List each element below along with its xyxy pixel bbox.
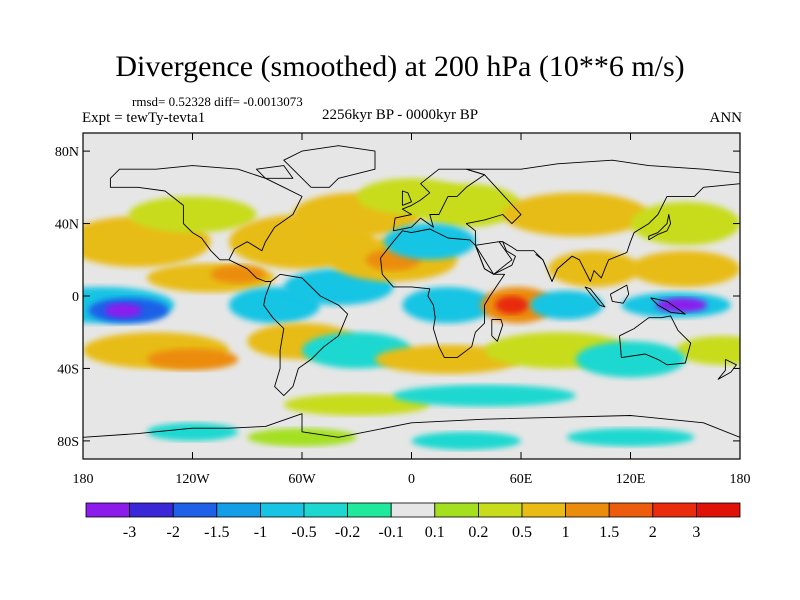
colorbar-label: -0.1 (379, 524, 404, 541)
colorbar-swatch (259, 502, 305, 518)
season-text: ANN (709, 110, 743, 126)
colorbar-label: 1 (562, 524, 570, 541)
colorbar-swatch (608, 502, 654, 518)
coastline-australia (619, 315, 692, 366)
colorbar-swatch (303, 502, 348, 518)
colorbar-swatch (652, 502, 697, 518)
field-blob (630, 250, 740, 287)
colorbar-label: -3 (123, 524, 136, 541)
field-blob (384, 223, 476, 260)
colorbar-label: 3 (692, 524, 700, 541)
field-blob (502, 192, 649, 237)
field-blob (656, 297, 708, 313)
field-blob (104, 303, 142, 318)
coastline-arabia (475, 241, 516, 275)
colorbar-swatch (172, 502, 218, 518)
colorbar-label: -2 (167, 524, 180, 541)
coastline-central-america (228, 259, 271, 282)
colorbar: -3 -2 -1.5 -1 -0.5 -0.2 -0.1 0.1 0.2 0.5 1 1.5 2 3 (85, 502, 741, 541)
coastline-uk (401, 190, 412, 206)
x-tick-label: 60E (510, 472, 533, 487)
field-blob (393, 384, 576, 407)
coastline-africa (380, 228, 506, 359)
colorbar-swatch (216, 502, 261, 518)
colorbar-swatch (129, 502, 174, 518)
colorbar-label: 0.5 (512, 524, 532, 541)
colorbar-swatch (565, 502, 610, 518)
x-tick-label: 180 (730, 472, 751, 487)
colorbar-label: -0.5 (291, 524, 316, 541)
colorbar-swatch (434, 502, 479, 518)
y-tick-label: 40N (55, 218, 79, 233)
colorbar-swatch (521, 502, 566, 518)
y-axis-ticks: 80N 40N 0 40S 80S (55, 145, 740, 450)
field-blob (375, 344, 521, 374)
period-text: 2256kyr BP - 0000kyr BP (322, 107, 479, 123)
coastline-new-zealand (717, 358, 737, 380)
y-tick-label: 80S (57, 435, 79, 450)
x-tick-label: 120W (175, 472, 210, 487)
y-tick-label: 40S (57, 362, 79, 377)
experiment-text: Expt = tewTy-tevta1 (82, 110, 206, 126)
y-tick-label: 0 (72, 290, 79, 305)
field-blob (128, 196, 257, 233)
colorbar-swatch (347, 502, 392, 518)
field-blob (146, 348, 239, 371)
colorbar-swatch (477, 502, 523, 518)
field-blob (575, 341, 686, 378)
field-blob (411, 431, 521, 450)
colorbar-swatch (85, 502, 130, 518)
map-area (82, 132, 741, 460)
coastline-new-guinea (650, 297, 686, 315)
coastline-asia (465, 159, 740, 282)
coastline-greenland (283, 145, 376, 188)
coastline-antarctica (83, 413, 740, 438)
coastline-baffin (255, 165, 294, 179)
x-tick-label: 0 (408, 472, 415, 487)
x-axis-ticks: 180 120W 60W 0 60E 120E 180 (73, 133, 751, 487)
field-blob (548, 250, 640, 287)
coastline-south-america (263, 273, 349, 397)
coastline-madagascar (491, 319, 504, 342)
field-blob (283, 393, 430, 416)
x-tick-label: 180 (73, 472, 94, 487)
coastlines (83, 145, 740, 438)
divergence-field (83, 178, 740, 450)
colorbar-label: -1 (254, 524, 267, 541)
field-blob (247, 428, 357, 447)
field-blob (530, 290, 604, 320)
coastline-india (535, 253, 573, 282)
y-tick-label: 80N (55, 145, 79, 160)
field-blob (566, 428, 695, 447)
field-blob (210, 265, 266, 284)
colorbar-label: 0.1 (425, 524, 445, 541)
field-blob (411, 183, 521, 228)
x-tick-label: 120E (616, 472, 646, 487)
field-blob (495, 296, 529, 315)
colorbar-label: -0.2 (335, 524, 360, 541)
coastline-borneo (609, 284, 630, 304)
x-tick-label: 60W (288, 472, 316, 487)
coastline-north-america (109, 165, 303, 261)
colorbar-label: 2 (649, 524, 657, 541)
colorbar-label: 1.5 (599, 524, 619, 541)
colorbar-swatch (696, 502, 741, 518)
plot-title: Divergence (smoothed) at 200 hPa (10**6 … (115, 50, 685, 83)
field-blob (402, 286, 494, 324)
colorbar-label: -1.5 (204, 524, 229, 541)
coastline-japan (648, 214, 672, 241)
field-blob (630, 201, 740, 246)
coastline-sumatra (584, 286, 606, 308)
colorbar-label: 0.2 (468, 524, 488, 541)
stats-text: rmsd= 0.52328 diff= -0.0013073 (132, 94, 303, 109)
colorbar-swatch (390, 502, 436, 518)
field-blob (146, 422, 239, 441)
field-blob (676, 335, 740, 365)
